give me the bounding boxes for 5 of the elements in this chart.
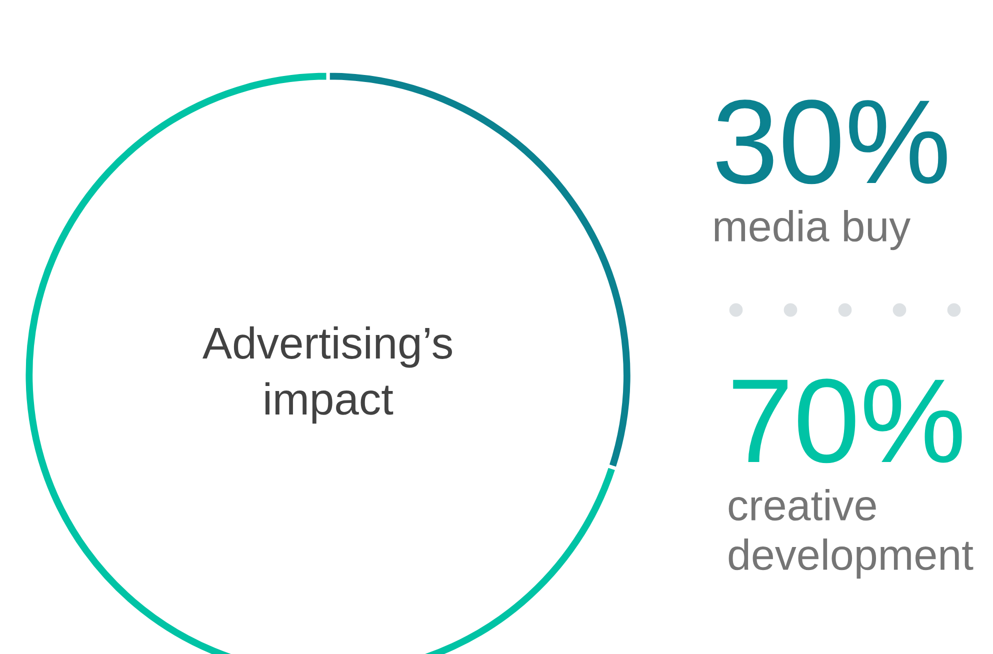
data-label: 30% [716,100,947,184]
slice-label: creative development [728,489,974,579]
slice-label: media buy [714,210,911,250]
text: Advertising’s impact [202,326,452,424]
data-label: 70% [733,378,962,464]
